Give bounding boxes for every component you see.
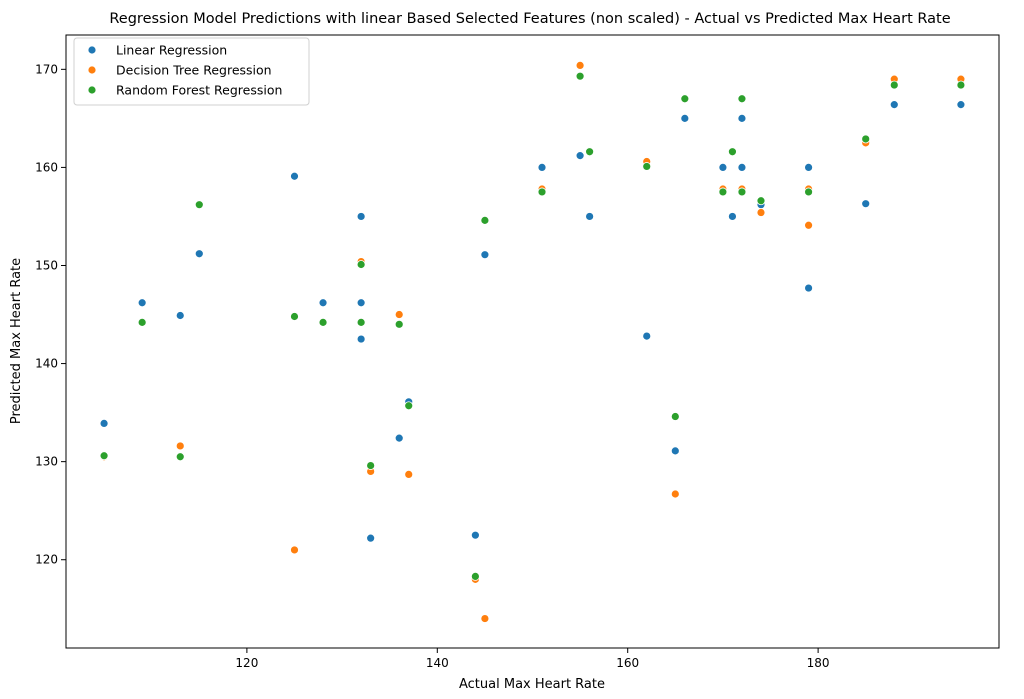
legend-label: Random Forest Regression: [116, 83, 282, 98]
chart-title: Regression Model Predictions with linear…: [109, 11, 950, 27]
data-point: [394, 319, 404, 329]
data-point: [366, 533, 376, 543]
legend-box: [73, 37, 310, 106]
data-point: [680, 113, 690, 123]
data-point: [175, 452, 185, 462]
data-point: [290, 171, 299, 181]
plot-area-frame: [65, 34, 1000, 649]
legend-marker: [87, 65, 97, 75]
data-point: [480, 250, 490, 260]
axis-ticks: 120 140 160 180 120 130 140 150 160 170: [35, 62, 829, 670]
data-point: [756, 196, 766, 206]
data-point: [670, 446, 680, 456]
y-tick-label: 130: [35, 455, 58, 469]
y-tick-label: 150: [35, 258, 58, 272]
data-point: [889, 80, 899, 90]
data-point: [728, 212, 737, 221]
data-point: [137, 298, 147, 308]
data-point: [804, 163, 813, 172]
data-point: [956, 100, 966, 110]
data-point: [356, 260, 366, 269]
x-axis-label: Actual Max Heart Rate: [459, 677, 605, 692]
data-point: [356, 298, 366, 308]
y-axis-label: Predicted Max Heart Rate: [9, 258, 24, 424]
data-point: [537, 187, 547, 197]
data-point: [718, 187, 728, 197]
data-point: [318, 298, 328, 308]
series-0: [99, 100, 966, 543]
data-point: [737, 163, 747, 172]
data-point: [861, 134, 871, 144]
data-point: [194, 249, 204, 259]
legend: Linear Regression Decision Tree Regressio…: [73, 37, 310, 106]
data-points: [99, 61, 966, 623]
data-point: [290, 312, 299, 321]
data-point: [585, 147, 595, 157]
data-point: [804, 187, 813, 197]
y-tick-label: 120: [35, 553, 58, 567]
legend-label: Decision Tree Regression: [116, 63, 272, 78]
y-tick-label: 140: [35, 357, 58, 371]
data-point: [175, 441, 185, 451]
x-tick-label: 120: [235, 656, 258, 670]
series-2: [99, 71, 966, 581]
x-tick-label: 180: [807, 656, 830, 670]
data-point: [356, 334, 366, 344]
legend-marker: [87, 85, 97, 95]
data-point: [670, 489, 680, 499]
data-point: [889, 100, 899, 110]
data-point: [470, 530, 480, 540]
data-point: [737, 94, 747, 104]
data-point: [642, 162, 652, 171]
data-point: [404, 401, 414, 411]
data-point: [480, 215, 490, 225]
data-point: [470, 572, 480, 581]
data-point: [480, 614, 490, 623]
data-point: [804, 283, 813, 293]
data-point: [194, 200, 204, 210]
series-1: [99, 61, 966, 623]
x-tick-label: 140: [426, 656, 449, 670]
data-point: [670, 412, 680, 421]
data-point: [394, 433, 404, 443]
data-point: [756, 208, 766, 217]
data-point: [318, 317, 328, 327]
data-point: [356, 317, 366, 327]
data-point: [728, 147, 737, 157]
y-tick-label: 160: [35, 160, 58, 174]
y-tick-label: 170: [35, 62, 58, 76]
data-point: [737, 187, 747, 197]
data-point: [575, 151, 585, 161]
data-point: [575, 71, 585, 81]
data-point: [718, 163, 728, 172]
data-point: [99, 418, 109, 428]
x-tick-label: 160: [616, 656, 639, 670]
data-point: [680, 94, 690, 104]
data-point: [642, 331, 652, 341]
data-point: [537, 163, 547, 172]
data-point: [585, 212, 595, 221]
legend-marker: [87, 45, 97, 55]
data-point: [290, 545, 299, 555]
legend-label: Linear Regression: [116, 43, 227, 58]
data-point: [861, 199, 871, 209]
data-point: [356, 212, 366, 221]
data-point: [137, 317, 147, 327]
data-point: [404, 469, 414, 479]
data-point: [737, 113, 747, 123]
data-point: [956, 80, 966, 90]
data-point: [366, 461, 376, 470]
data-point: [804, 220, 813, 230]
data-point: [394, 310, 404, 319]
data-point: [175, 311, 185, 320]
data-point: [99, 451, 109, 461]
data-point: [575, 61, 585, 70]
